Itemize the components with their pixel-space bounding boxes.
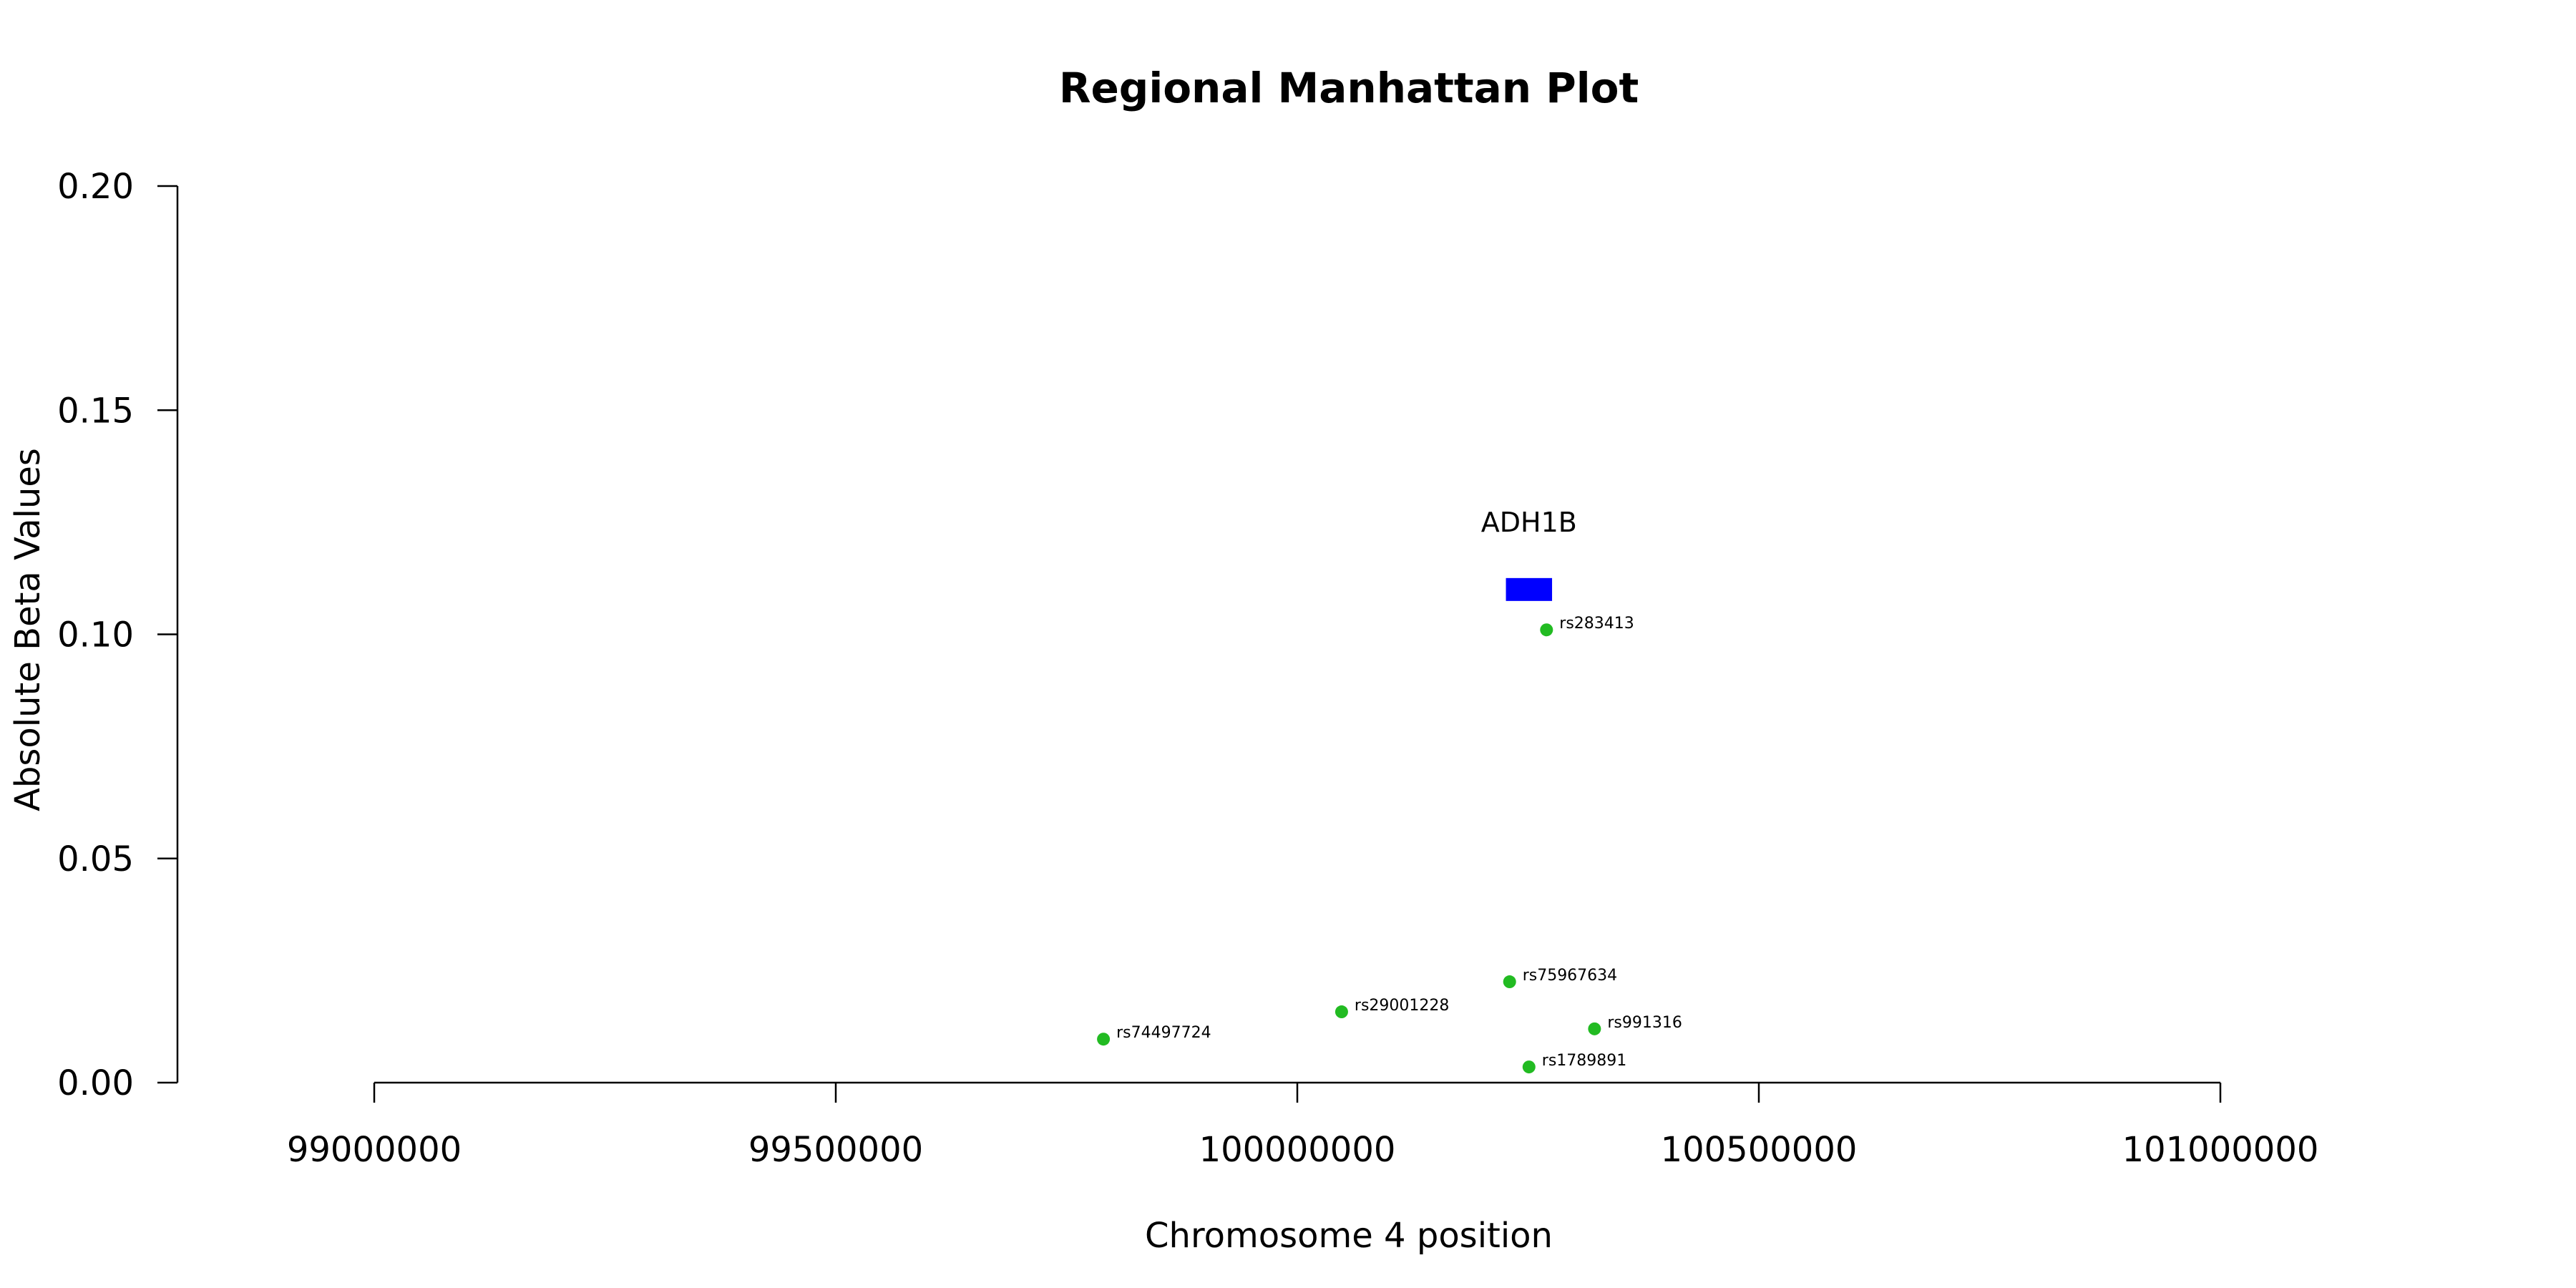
x-tick-label: 99000000 bbox=[287, 1130, 462, 1170]
y-axis: 0.00 0.05 0.10 0.15 0.20 bbox=[57, 167, 179, 1103]
x-axis-label: Chromosome 4 position bbox=[1145, 1216, 1553, 1256]
x-tick-label: 101000000 bbox=[2122, 1130, 2319, 1170]
snp-label: rs991316 bbox=[1607, 1014, 1682, 1032]
gene-box bbox=[1506, 577, 1553, 601]
snp-point bbox=[1335, 1005, 1348, 1019]
snp-label: rs1789891 bbox=[1542, 1052, 1627, 1070]
snp-points: rs283413 rs75967634 rs29001228 rs991316 rs74… bbox=[1097, 615, 1682, 1074]
x-tick-label: 99500000 bbox=[748, 1130, 923, 1170]
y-tick-label: 0.00 bbox=[57, 1063, 134, 1103]
snp-point bbox=[1097, 1033, 1111, 1046]
x-tick-label: 100000000 bbox=[1199, 1130, 1396, 1170]
y-tick-label: 0.10 bbox=[57, 615, 134, 655]
y-tick-label: 0.15 bbox=[57, 391, 134, 431]
y-axis-label: Absolute Beta Values bbox=[8, 448, 48, 811]
y-tick-label: 0.20 bbox=[57, 167, 134, 207]
x-tick-label: 100500000 bbox=[1661, 1130, 1858, 1170]
snp-point bbox=[1540, 623, 1553, 637]
snp-point bbox=[1588, 1022, 1601, 1035]
snp-label: rs74497724 bbox=[1116, 1024, 1211, 1042]
snp-label: rs75967634 bbox=[1523, 967, 1617, 985]
x-axis: 99000000 99500000 100000000 100500000 101000… bbox=[287, 1081, 2319, 1170]
gene-label: ADH1B bbox=[1481, 507, 1577, 538]
snp-label: rs29001228 bbox=[1355, 997, 1449, 1015]
snp-point bbox=[1522, 1060, 1536, 1074]
snp-point bbox=[1503, 975, 1516, 989]
chart-title: Regional Manhattan Plot bbox=[1059, 64, 1639, 112]
gene-track: ADH1B bbox=[1481, 507, 1577, 601]
y-tick-label: 0.05 bbox=[57, 839, 134, 879]
snp-label: rs283413 bbox=[1559, 615, 1634, 633]
